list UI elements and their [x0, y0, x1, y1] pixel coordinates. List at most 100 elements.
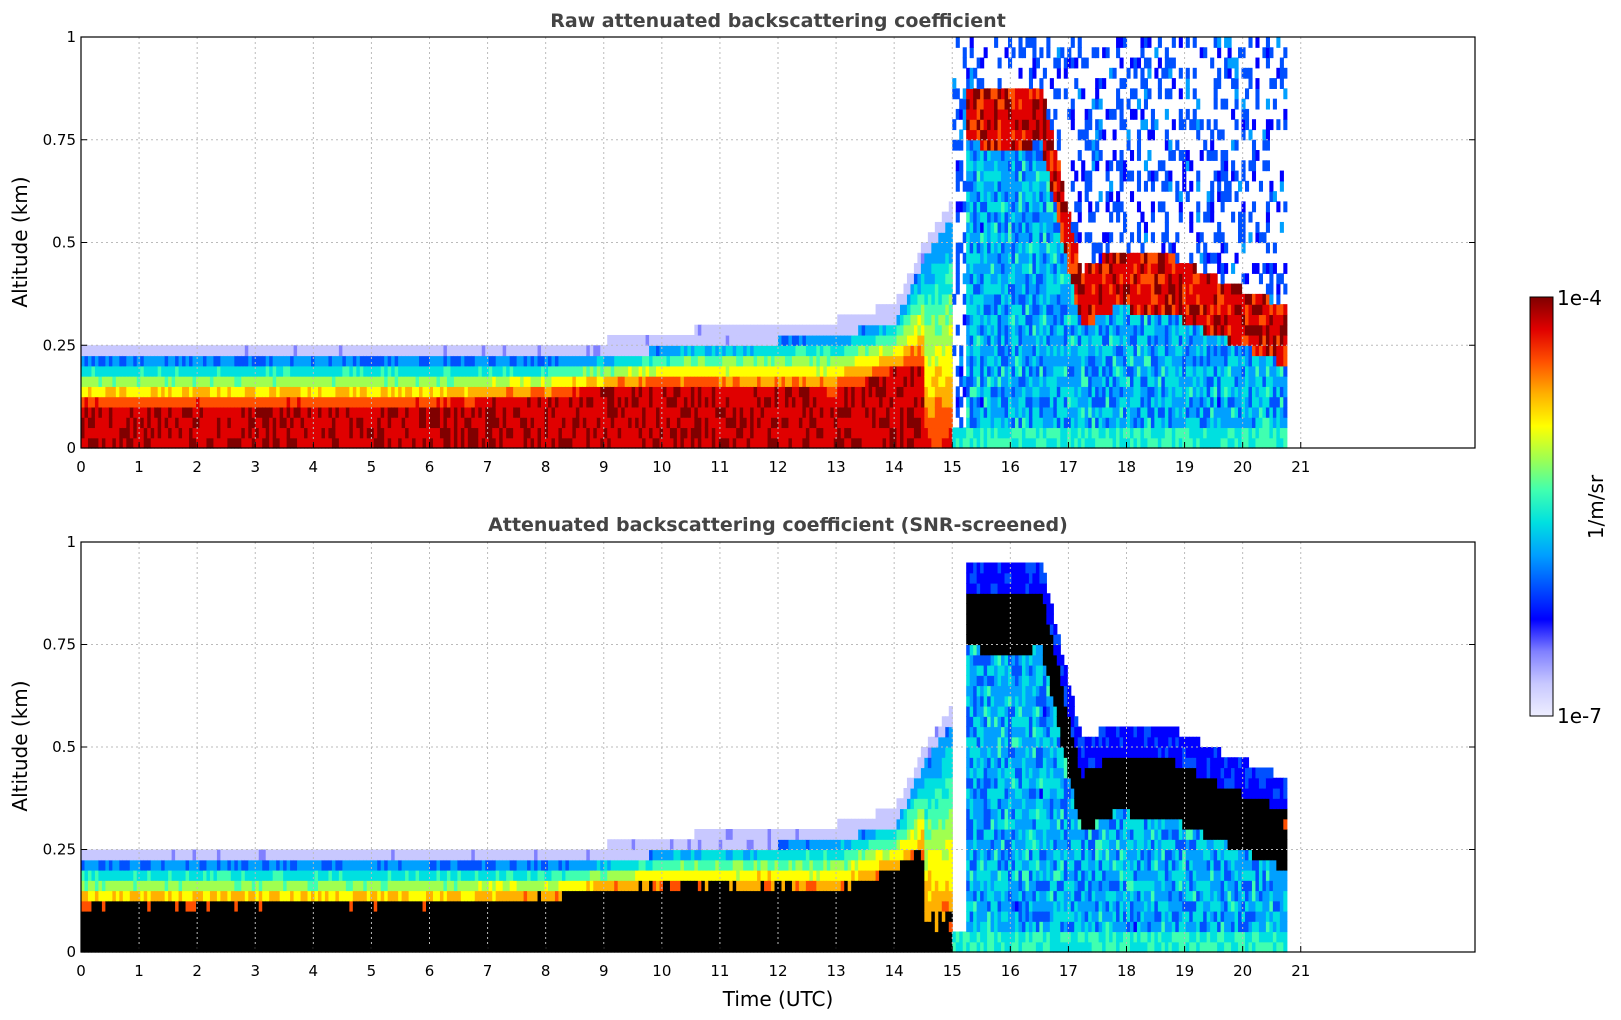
heatmap-cell	[1123, 221, 1128, 233]
heatmap-cell	[802, 417, 807, 429]
heatmap-cell	[199, 406, 204, 418]
heatmap-cell	[492, 355, 497, 367]
heatmap-cell	[1081, 417, 1086, 429]
heatmap-cell	[889, 355, 894, 367]
heatmap-cell	[1049, 417, 1054, 429]
heatmap-cell	[1053, 417, 1058, 429]
heatmap-cell	[391, 406, 396, 418]
heatmap-cell	[1056, 139, 1061, 151]
heatmap-cell	[649, 376, 654, 387]
heatmap-cell	[791, 386, 797, 398]
time-column	[1123, 37, 1128, 449]
heatmap-cell	[1060, 314, 1065, 326]
heatmap-cell	[596, 345, 601, 357]
heatmap-cell	[1157, 293, 1162, 305]
heatmap-cell	[213, 365, 218, 377]
heatmap-cell	[1077, 37, 1082, 48]
heatmap-cell	[276, 437, 281, 449]
heatmap-cell	[927, 304, 932, 316]
heatmap-cell	[1095, 263, 1100, 274]
heatmap-cell	[439, 345, 445, 357]
heatmap-cell	[805, 396, 810, 408]
heatmap-cell	[1021, 191, 1027, 202]
heatmap-cell	[906, 376, 912, 387]
heatmap-cell	[241, 365, 246, 377]
heatmap-cell	[694, 365, 699, 377]
heatmap-cell	[669, 406, 675, 418]
heatmap-cell	[701, 355, 706, 367]
heatmap-cell	[237, 437, 242, 449]
heatmap-cell	[1157, 88, 1162, 100]
heatmap-cell	[631, 437, 636, 449]
heatmap-cell	[457, 355, 462, 367]
heatmap-cell	[380, 396, 385, 408]
heatmap-cell	[119, 396, 124, 408]
heatmap-cell	[997, 139, 1002, 151]
heatmap-cell	[694, 386, 699, 398]
heatmap-cell	[175, 427, 180, 439]
heatmap-cell	[575, 376, 580, 387]
heatmap-cell	[913, 406, 919, 418]
heatmap-cell	[1143, 57, 1148, 69]
heatmap-cell	[551, 365, 556, 377]
heatmap-cell	[603, 365, 608, 377]
heatmap-cell	[980, 386, 985, 398]
time-column	[1001, 88, 1006, 449]
heatmap-cell	[833, 334, 838, 346]
heatmap-cell	[683, 334, 688, 346]
heatmap-cell	[659, 365, 664, 377]
heatmap-cell	[934, 263, 939, 274]
heatmap-cell	[1109, 345, 1114, 357]
heatmap-cell	[363, 437, 368, 449]
heatmap-cell	[189, 365, 194, 377]
heatmap-cell	[237, 386, 242, 398]
heatmap-cell	[377, 345, 382, 357]
heatmap-cell	[554, 376, 560, 387]
heatmap-cell	[342, 365, 347, 377]
heatmap-cell	[690, 437, 695, 449]
heatmap-cell	[488, 345, 493, 357]
heatmap-cell	[837, 437, 842, 449]
heatmap-cell	[1049, 324, 1054, 336]
heatmap-cell	[1060, 376, 1065, 387]
heatmap-cell	[913, 324, 919, 336]
heatmap-cell	[628, 345, 633, 357]
heatmap-cell	[980, 304, 985, 316]
heatmap-cell	[669, 376, 675, 387]
heatmap-cell	[1070, 314, 1075, 326]
heatmap-cell	[115, 417, 120, 429]
heatmap-cell	[168, 355, 173, 367]
heatmap-cell	[457, 406, 462, 418]
time-column	[628, 334, 633, 449]
heatmap-cell	[1129, 437, 1135, 449]
heatmap-cell	[509, 355, 514, 367]
heatmap-cell	[1046, 129, 1051, 141]
heatmap-cell	[1039, 355, 1044, 367]
heatmap-cell	[307, 396, 312, 408]
heatmap-cell	[1126, 242, 1131, 254]
heatmap-cell	[990, 334, 995, 346]
heatmap-cell	[1116, 376, 1121, 387]
heatmap-cell	[1157, 376, 1162, 387]
heatmap-cell	[882, 396, 887, 408]
heatmap-cell	[1091, 396, 1096, 408]
heatmap-cell	[516, 396, 521, 408]
heatmap-cell	[687, 427, 692, 439]
heatmap-cell	[1161, 437, 1166, 449]
heatmap-cell	[516, 437, 521, 449]
heatmap-cell	[189, 345, 194, 357]
heatmap-cell	[150, 365, 155, 377]
heatmap-cell	[774, 386, 779, 398]
heatmap-cell	[1056, 263, 1061, 274]
heatmap-cell	[753, 365, 758, 377]
heatmap-cell	[969, 283, 974, 295]
heatmap-cell	[370, 437, 375, 449]
heatmap-cell	[913, 427, 919, 439]
time-column	[436, 345, 441, 449]
heatmap-cell	[1074, 314, 1079, 326]
heatmap-cell	[1049, 304, 1054, 316]
heatmap-cell	[279, 437, 284, 449]
time-column	[816, 324, 821, 449]
heatmap-cell	[157, 406, 162, 418]
heatmap-cell	[1077, 324, 1082, 336]
